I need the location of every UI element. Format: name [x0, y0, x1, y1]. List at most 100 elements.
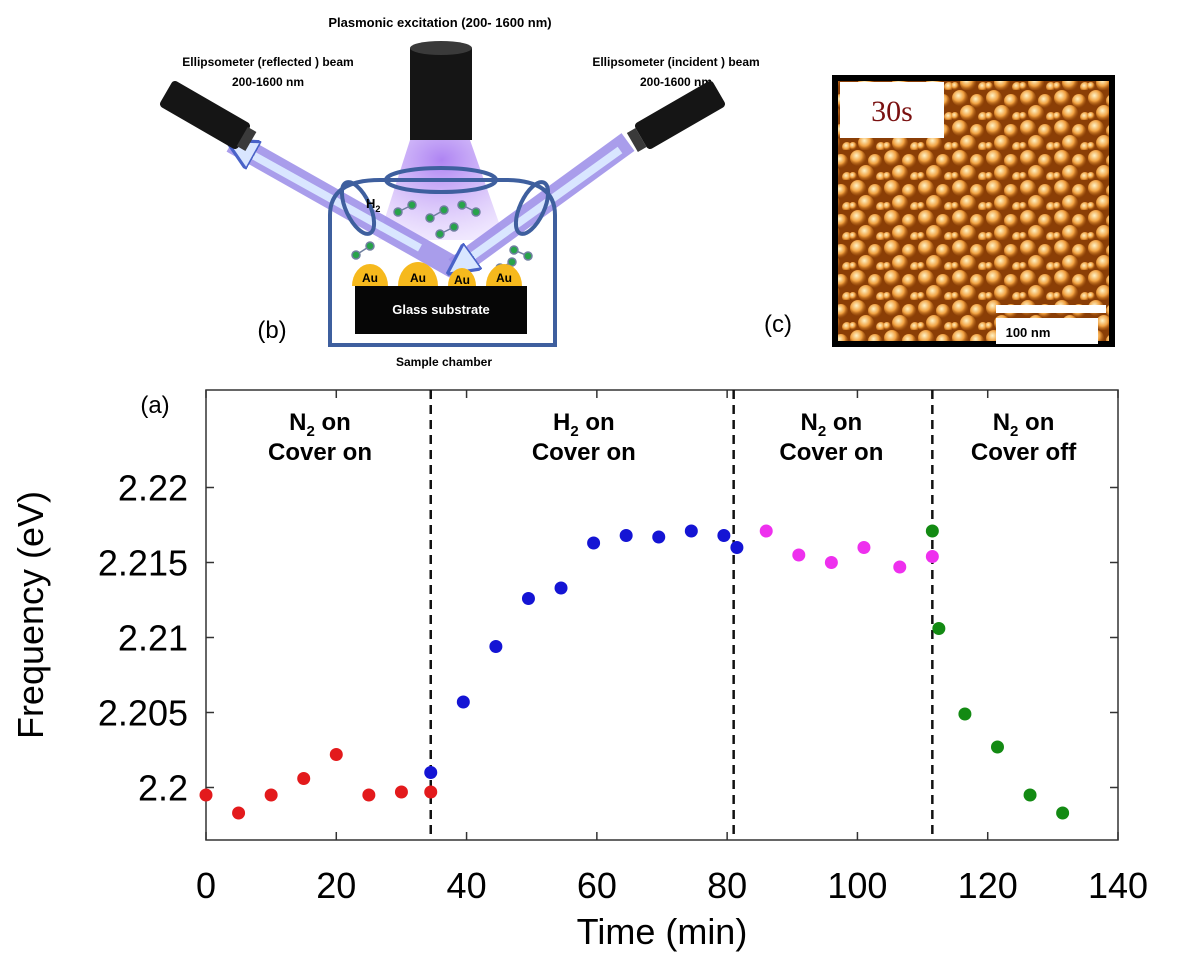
- data-point-series-2: [489, 640, 503, 653]
- region-label-2-line1: H2 on: [553, 409, 615, 440]
- data-point-series-2: [554, 581, 568, 595]
- data-point-series-2: [652, 530, 666, 544]
- data-point-series-4: [1023, 788, 1037, 802]
- reflected-ellipsometer-head: [159, 80, 257, 152]
- data-point-series-2: [456, 695, 470, 709]
- region-dividers: [429, 390, 934, 840]
- x-tick-label: 80: [707, 865, 747, 906]
- plot-area: [205, 389, 1119, 841]
- sample-chamber: [328, 166, 557, 347]
- region-gas-symbol: N: [801, 409, 818, 436]
- data-point-series-1: [297, 772, 311, 785]
- afm-time-label: 30s: [871, 95, 913, 128]
- region-label-1-line2: Cover on: [268, 439, 372, 466]
- x-axis-label: Time (min): [577, 911, 748, 952]
- reflected-beam-arrow: [240, 148, 422, 252]
- region-gas-state: on: [315, 409, 351, 436]
- right-beam-label-line1: Ellipsometer (incident ) beam: [592, 55, 759, 69]
- panel-label-b: (b): [257, 317, 286, 344]
- region-gas-subscript: 2: [570, 423, 578, 440]
- data-point-series-1: [264, 788, 278, 802]
- region-gas-state: on: [1018, 409, 1054, 436]
- left-beam-label-line1: Ellipsometer (reflected ) beam: [182, 55, 353, 69]
- data-point-series-2: [717, 529, 731, 542]
- y-tick-label: 2.21: [118, 618, 188, 659]
- region-label-4-line2: Cover off: [971, 439, 1077, 466]
- region-gas-state: on: [826, 409, 862, 436]
- data-point-series-2: [684, 524, 698, 538]
- light-source: [410, 41, 472, 140]
- gas-label-sub: 2: [375, 204, 380, 214]
- data-point-series-2: [587, 536, 601, 550]
- x-axis-ticks: 0 20 40 60 80 100 120 140: [196, 390, 1148, 906]
- x-tick-label: 60: [577, 865, 617, 906]
- incident-beam-arrow: [460, 146, 623, 265]
- region-gas-state: on: [579, 409, 615, 436]
- region-gas-symbol: N: [289, 409, 306, 436]
- y-tick-label: 2.215: [98, 543, 188, 584]
- region-label-1-line1: N2 on: [289, 409, 351, 440]
- afm-scale-label: 100 nm: [1006, 325, 1051, 340]
- region-label-3-line2: Cover on: [779, 439, 883, 466]
- data-point-series-2: [730, 541, 744, 554]
- x-tick-label: 100: [827, 865, 887, 906]
- data-point-series-1: [424, 785, 438, 799]
- data-point-series-3: [857, 541, 871, 554]
- au-label-4: Au: [496, 271, 512, 285]
- data-point-series-3: [925, 550, 939, 563]
- au-label-1: Au: [362, 271, 378, 285]
- data-point-series-3: [824, 556, 838, 569]
- afm-panel: (c) 30s 100 nm: [764, 75, 1115, 347]
- data-point-series-1: [329, 748, 343, 761]
- region-gas-symbol: N: [993, 409, 1010, 436]
- gold-nanoparticles: [352, 262, 522, 286]
- y-axis-ticks: 2.2 2.205 2.21 2.215 2.22: [98, 468, 1118, 809]
- data-point-series-3: [792, 548, 806, 562]
- region-gas-symbol: H: [553, 409, 570, 436]
- region-gas-subscript: 2: [818, 423, 826, 440]
- panel-label-c: (c): [764, 311, 792, 338]
- data-point-series-4: [958, 707, 972, 721]
- data-point-series-2: [521, 592, 535, 605]
- x-tick-label: 20: [316, 865, 356, 906]
- data-point-series-1: [394, 785, 408, 799]
- data-point-series-4: [925, 524, 939, 538]
- au-label-3: Au: [454, 273, 470, 287]
- schematic-title: Plasmonic excitation (200- 1600 nm): [328, 15, 551, 30]
- au-label-2: Au: [410, 271, 426, 285]
- schematic-panel: Plasmonic excitation (200- 1600 nm) Elli…: [159, 15, 760, 369]
- y-tick-label: 2.2: [138, 768, 188, 809]
- data-point-series-3: [893, 560, 907, 574]
- data-point-series-1: [362, 788, 376, 802]
- right-beam-label-line2: 200-1600 nm: [640, 75, 712, 89]
- gas-label: H2: [366, 196, 380, 214]
- afm-scale-bar: [996, 305, 1106, 313]
- x-tick-label: 120: [958, 865, 1018, 906]
- data-point-series-3: [759, 524, 773, 538]
- data-point-series-2: [619, 529, 633, 542]
- x-tick-label: 40: [447, 865, 487, 906]
- data-point-series-1: [232, 806, 246, 820]
- data-point-series-4: [932, 622, 946, 635]
- region-gas-subscript: 2: [307, 423, 315, 440]
- afm-time-label-box: [840, 82, 944, 138]
- data-point-series-2: [424, 766, 438, 779]
- y-tick-label: 2.205: [98, 693, 188, 734]
- afm-scale-box: [996, 318, 1098, 344]
- incident-ellipsometer-head: [626, 80, 726, 153]
- left-beam-label-line2: 200-1600 nm: [232, 75, 304, 89]
- data-point-series-1: [199, 788, 213, 802]
- x-tick-label: 140: [1088, 865, 1148, 906]
- data-point-series-4: [1056, 806, 1070, 820]
- region-label-2-line2: Cover on: [532, 439, 636, 466]
- gas-label-main: H: [366, 196, 375, 211]
- panel-label-a: (a): [140, 392, 169, 419]
- region-label-3-line1: N2 on: [801, 409, 863, 440]
- y-axis-label: Frequency (eV): [10, 491, 51, 739]
- data-points: [199, 524, 1070, 820]
- y-tick-label: 2.22: [118, 468, 188, 509]
- chamber-label: Sample chamber: [396, 355, 492, 369]
